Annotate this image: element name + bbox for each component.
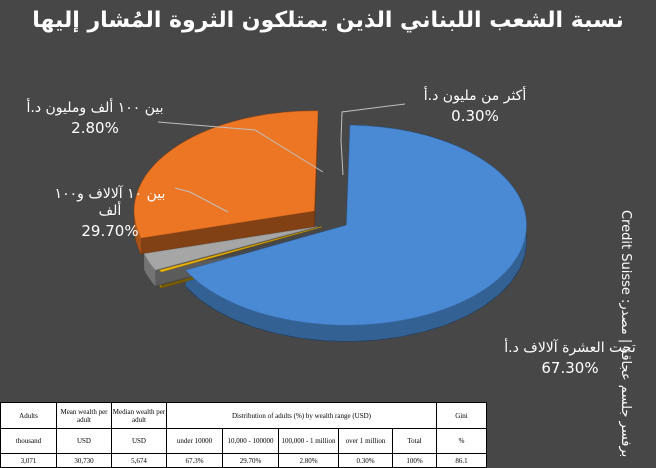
slice-label-10k-100k: بين ١٠ آلالاف و١٠٠ ألف 29.70% [45,186,175,240]
slice-name: تحت العشرة آلالاف د.أ [504,340,636,356]
slice-under-10k [185,124,527,326]
value-cell: 29.70% [222,453,279,468]
slice-label-under-10k: تحت العشرة آلالاف د.أ 67.30% [500,340,640,377]
unit-cell: 100,000 - 1 million [278,428,339,454]
wealth-stats-table: Adults Mean wealth per adult Median weal… [0,402,487,468]
leader-line-over-1m [340,103,406,176]
slice-label-100k-1m: بين ١٠٠ ألف ومليون د.أ 2.80% [20,100,170,137]
slice-value: 67.30% [541,359,599,377]
unit-cell: under 10000 [166,428,223,454]
slice-100k-1m-rim [144,253,156,287]
unit-cell: over 1 million [338,428,393,454]
value-cell: 30,730 [56,453,112,468]
value-cell: 67.3% [166,453,223,468]
slice-value: 29.70% [81,222,139,240]
slice-name: بين ١٠٠ ألف ومليون د.أ [26,100,164,116]
value-cell: 5,674 [111,453,167,468]
slice-over-1m [159,226,322,273]
leader-line-100k-1m [157,121,324,173]
header-adults: Adults [0,402,57,429]
header-distribution: Distribution of adults (%) by wealth ran… [166,402,437,429]
slice-label-over-1m: أكثر من مليون د.أ 0.30% [415,88,535,125]
value-cell: 2.80% [278,453,339,468]
slice-10k-100k [134,110,319,239]
slice-name: أكثر من مليون د.أ [423,88,527,104]
unit-cell: USD [111,428,167,454]
header-mean-wealth: Mean wealth per adult [56,402,112,429]
header-median-wealth: Median wealth per adult [111,402,167,429]
header-gini: Gini [436,402,487,429]
unit-cell: 10,000 - 100000 [222,428,279,454]
value-cell: 3,071 [0,453,57,468]
unit-cell: % [436,428,487,454]
unit-cell: thousand [0,428,57,454]
unit-cell: Total [392,428,437,454]
slice-100k-1m [143,226,318,271]
value-cell: 86.1 [436,453,487,468]
unit-cell: USD [56,428,112,454]
slice-name: بين ١٠ آلالاف و١٠٠ ألف [54,186,166,219]
slice-value: 2.80% [71,119,119,137]
value-cell: 0.30% [338,453,393,468]
leader-line-10k-100k [174,187,229,213]
slice-value: 0.30% [451,107,499,125]
chart-title: نسبة الشعب اللبناني الذين يمتلكون الثروة… [32,8,624,33]
value-cell: 100% [392,453,437,468]
credit-text: برفسر جلسم عجاقة | مصدر: Credit Suisse [618,210,633,458]
